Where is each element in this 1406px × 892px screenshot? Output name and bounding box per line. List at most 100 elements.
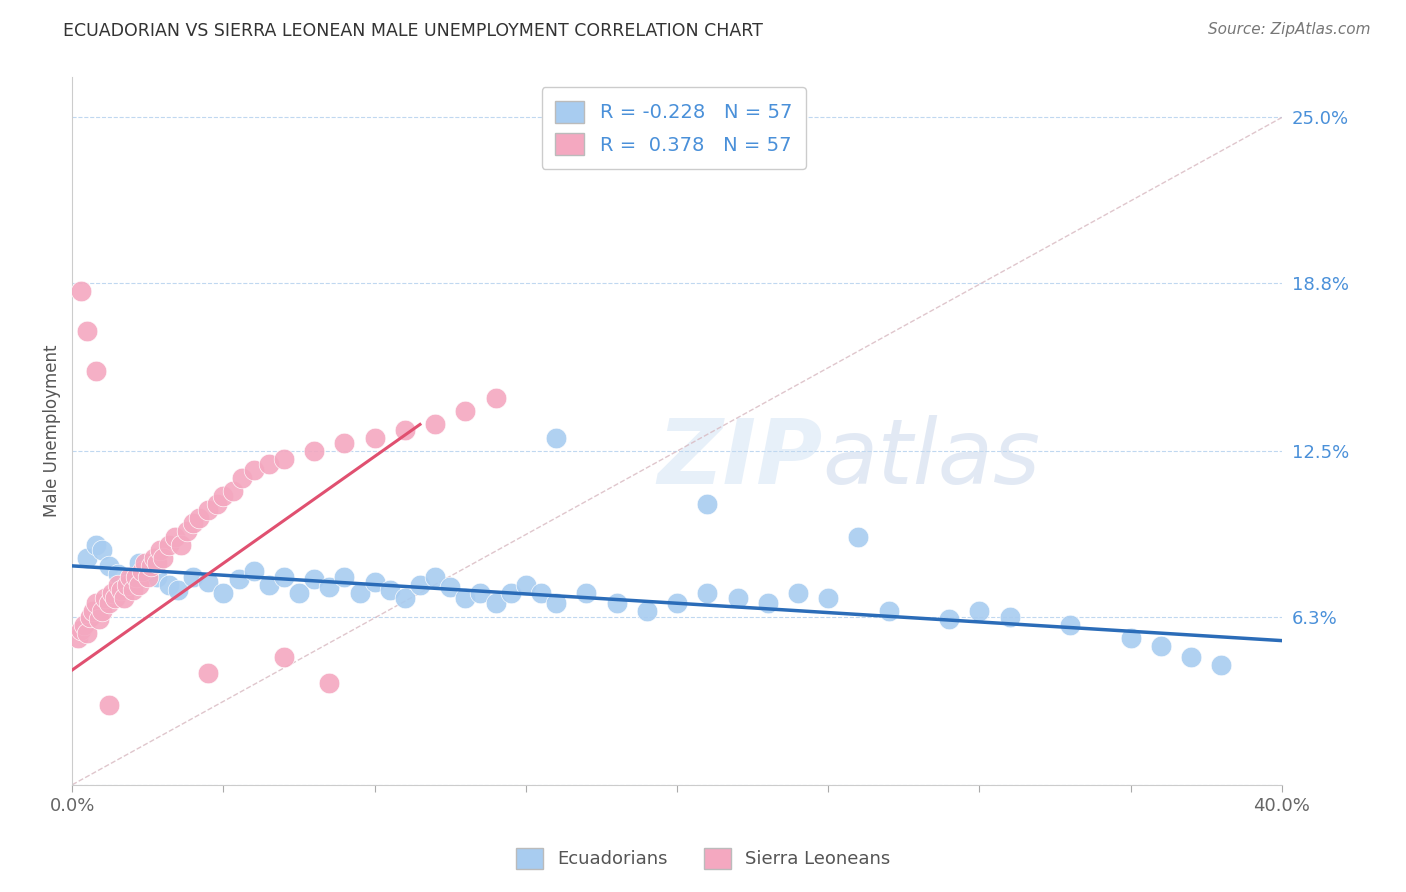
Point: [157, 537, 180, 551]
Point: [696, 498, 718, 512]
Point: [228, 572, 250, 586]
Point: [188, 511, 211, 525]
Point: [257, 458, 280, 472]
Point: [165, 529, 187, 543]
Point: [152, 550, 174, 565]
Point: [136, 569, 159, 583]
Point: [118, 569, 141, 583]
Text: Source: ZipAtlas.com: Source: ZipAtlas.com: [1208, 22, 1371, 37]
Point: [131, 564, 153, 578]
Text: ZIP: ZIP: [657, 416, 823, 503]
Point: [181, 569, 204, 583]
Point: [86, 364, 108, 378]
Point: [454, 404, 477, 418]
Point: [197, 665, 219, 680]
Point: [221, 484, 243, 499]
Point: [134, 556, 156, 570]
Point: [76, 324, 98, 338]
Point: [115, 577, 138, 591]
Legend: R = -0.228   N = 57, R =  0.378   N = 57: R = -0.228 N = 57, R = 0.378 N = 57: [541, 87, 806, 169]
Point: [394, 591, 416, 605]
Point: [273, 452, 295, 467]
Point: [575, 585, 598, 599]
Point: [302, 444, 325, 458]
Point: [242, 564, 264, 578]
Point: [363, 431, 385, 445]
Point: [125, 569, 148, 583]
Point: [170, 537, 193, 551]
Point: [82, 604, 104, 618]
Point: [515, 577, 537, 591]
Point: [727, 591, 749, 605]
Point: [363, 574, 385, 589]
Point: [146, 569, 169, 583]
Point: [121, 582, 143, 597]
Point: [1059, 617, 1081, 632]
Point: [94, 591, 117, 605]
Point: [242, 463, 264, 477]
Point: [546, 431, 568, 445]
Legend: Ecuadorians, Sierra Leoneans: Ecuadorians, Sierra Leoneans: [509, 840, 897, 876]
Point: [530, 585, 553, 599]
Point: [197, 503, 219, 517]
Point: [73, 617, 96, 632]
Point: [666, 596, 689, 610]
Point: [139, 558, 162, 573]
Point: [231, 471, 253, 485]
Point: [112, 591, 135, 605]
Point: [157, 577, 180, 591]
Point: [79, 609, 101, 624]
Point: [107, 566, 129, 581]
Point: [318, 676, 340, 690]
Point: [257, 577, 280, 591]
Point: [1150, 639, 1173, 653]
Point: [103, 591, 125, 605]
Point: [176, 524, 198, 539]
Point: [288, 585, 311, 599]
Point: [1180, 649, 1202, 664]
Point: [409, 577, 432, 591]
Point: [97, 558, 120, 573]
Point: [394, 423, 416, 437]
Point: [86, 596, 108, 610]
Point: [696, 585, 718, 599]
Point: [817, 591, 839, 605]
Point: [76, 550, 98, 565]
Point: [349, 585, 371, 599]
Point: [149, 542, 172, 557]
Point: [212, 490, 235, 504]
Point: [181, 516, 204, 531]
Point: [110, 582, 132, 597]
Point: [938, 612, 960, 626]
Point: [107, 577, 129, 591]
Point: [606, 596, 628, 610]
Y-axis label: Male Unemployment: Male Unemployment: [44, 345, 60, 517]
Point: [67, 631, 90, 645]
Point: [848, 529, 870, 543]
Point: [212, 585, 235, 599]
Point: [998, 609, 1021, 624]
Point: [969, 604, 991, 618]
Point: [333, 436, 356, 450]
Point: [546, 596, 568, 610]
Point: [97, 596, 120, 610]
Point: [756, 596, 779, 610]
Point: [423, 417, 446, 432]
Point: [91, 604, 114, 618]
Point: [302, 572, 325, 586]
Point: [70, 623, 93, 637]
Point: [787, 585, 810, 599]
Point: [470, 585, 492, 599]
Point: [86, 537, 108, 551]
Text: atlas: atlas: [823, 416, 1040, 503]
Point: [136, 564, 159, 578]
Point: [76, 625, 98, 640]
Point: [423, 569, 446, 583]
Point: [378, 582, 401, 597]
Point: [273, 569, 295, 583]
Point: [499, 585, 522, 599]
Point: [318, 580, 340, 594]
Point: [142, 550, 165, 565]
Point: [1211, 657, 1233, 672]
Point: [128, 556, 150, 570]
